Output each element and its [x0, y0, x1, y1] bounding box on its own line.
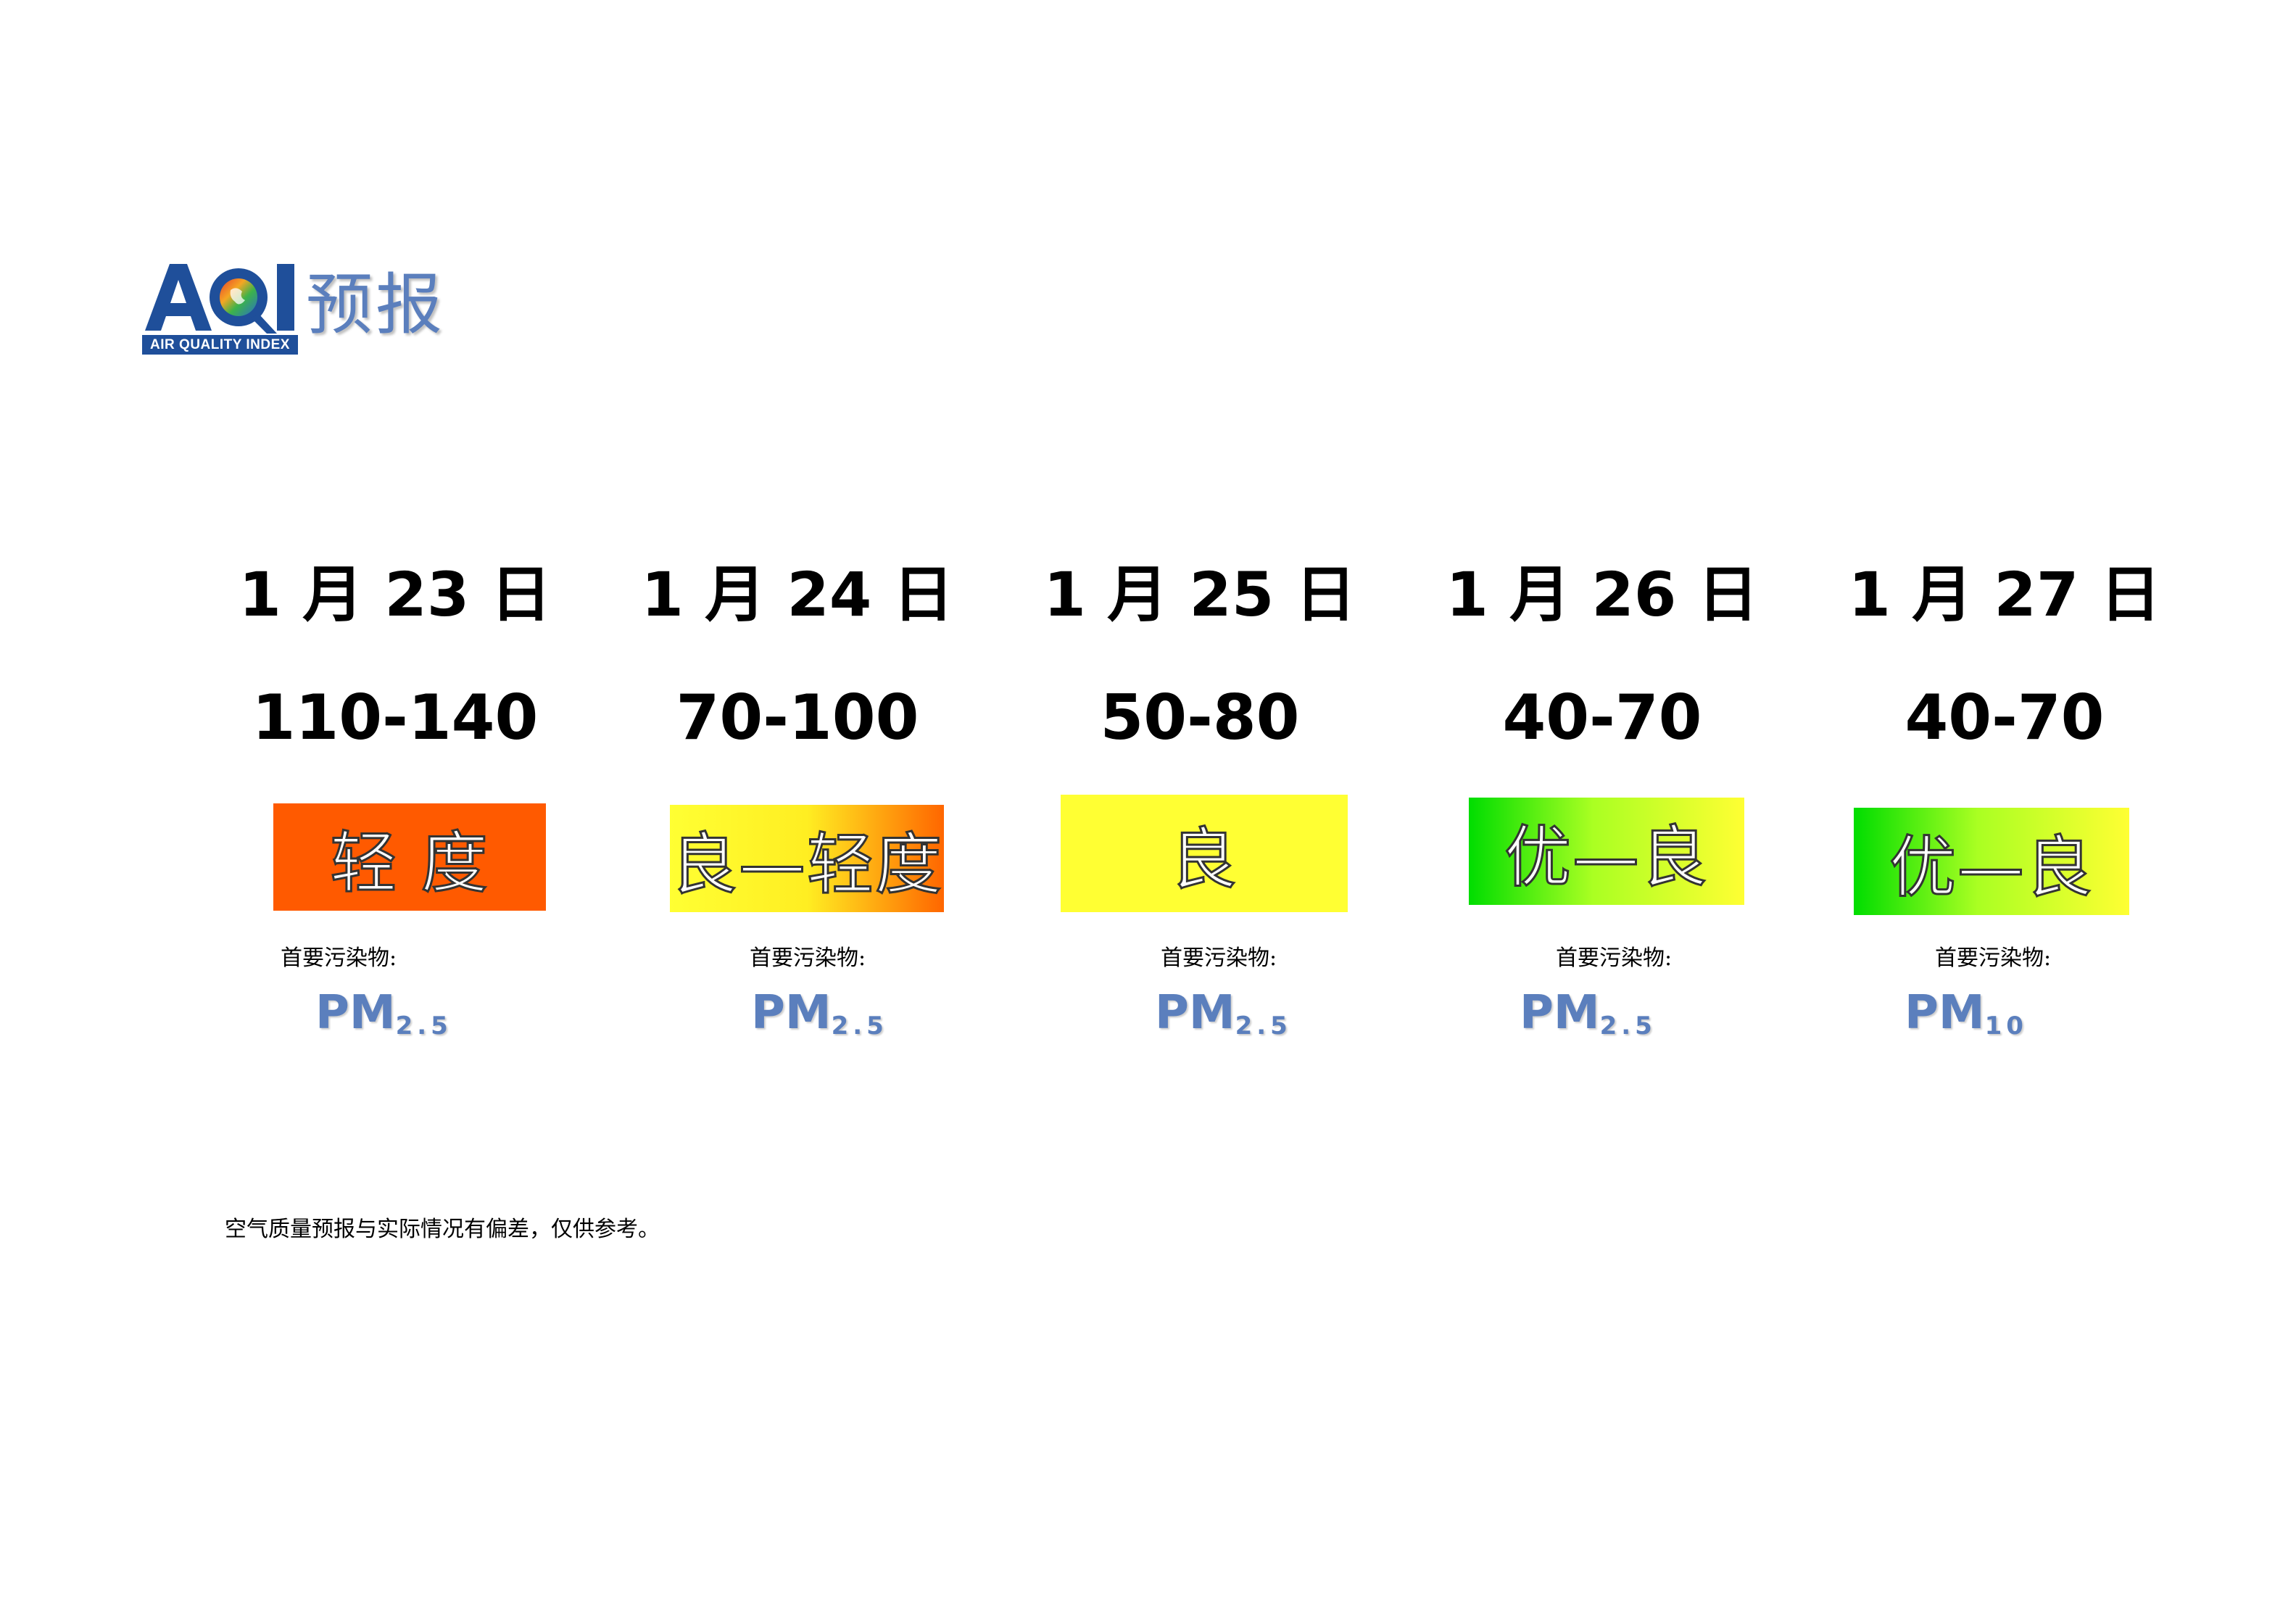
primary-pollutant-label: 首要污染物: [1556, 946, 1673, 971]
logo-title: 预报 [306, 266, 446, 344]
primary-pollutant-label: 首要污染物: [281, 946, 397, 971]
primary-pollutant-label: 首要污染物: [750, 946, 866, 971]
forecast-day-2: 1 月 24 日 70-100 良—轻度 首要污染物: PM2.5 [609, 551, 986, 1059]
primary-pollutant-label: 首要污染物: [1935, 946, 2052, 971]
aqi-level-badge: 良—轻度 [669, 805, 944, 912]
primary-pollutant: PM2.5 [751, 986, 888, 1040]
aqi-level-badge: 良 [1061, 795, 1348, 912]
forecast-day-5: 1 月 27 日 40-70 优—良 首要污染物: PM10 [1816, 551, 2193, 1059]
aqi-level-badge: 优—良 [1469, 798, 1744, 905]
aqi-range: 110-140 [252, 682, 539, 754]
primary-pollutant-label: 首要污染物: [1161, 946, 1277, 971]
aqi-level-badge: 优—良 [1854, 808, 2129, 915]
forecast-day-4: 1 月 26 日 40-70 优—良 首要污染物: PM2.5 [1414, 551, 1791, 1059]
forecast-day-3: 1 月 25 日 50-80 良 首要污染物: PM2.5 [1011, 551, 1388, 1059]
aqi-range: 70-100 [676, 682, 919, 754]
forecast-date: 1 月 25 日 [1043, 559, 1356, 630]
primary-pollutant: PM2.5 [1155, 986, 1292, 1040]
forecast-day-1: 1 月 23 日 110-140 轻 度 首要污染物: PM2.5 [207, 551, 584, 1059]
primary-pollutant: PM10 [1905, 986, 2028, 1040]
forecast-date: 1 月 23 日 [239, 559, 552, 630]
aqi-range: 40-70 [1502, 682, 1702, 754]
aqi-range: 50-80 [1100, 682, 1300, 754]
forecast-date: 1 月 26 日 [1446, 559, 1759, 630]
aqi-logo-subtitle: AIR QUALITY INDEX [142, 335, 298, 355]
aqi-logo-mark [142, 258, 298, 335]
forecast-date: 1 月 24 日 [641, 559, 954, 630]
aqi-level-badge: 轻 度 [273, 803, 546, 911]
aqi-range: 40-70 [1905, 682, 2105, 754]
forecast-date: 1 月 27 日 [1848, 559, 2161, 630]
primary-pollutant: PM2.5 [315, 986, 452, 1040]
disclaimer-text: 空气质量预报与实际情况有偏差，仅供参考。 [225, 1217, 660, 1242]
primary-pollutant: PM2.5 [1520, 986, 1657, 1040]
aqi-logo: AIR QUALITY INDEX 预报 [142, 258, 454, 360]
